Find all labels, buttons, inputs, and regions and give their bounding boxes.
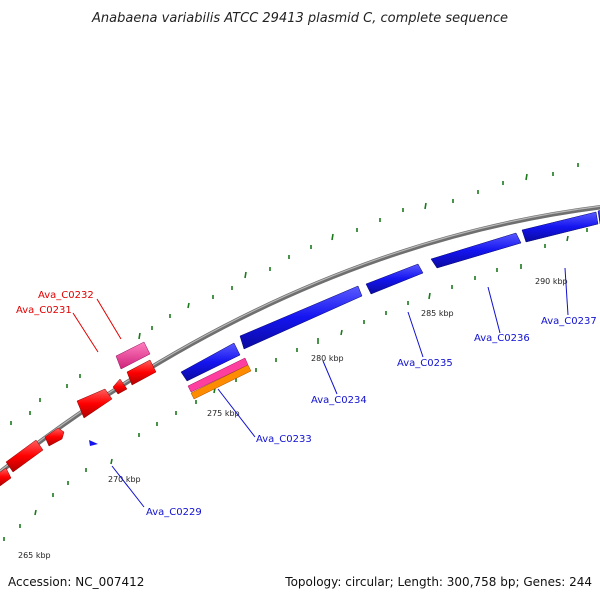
gene-label-ava-c0229: Ava_C0229 xyxy=(146,507,202,518)
scale-label: 285 kbp xyxy=(421,309,454,318)
scale-label: 275 kbp xyxy=(207,409,240,418)
scale-labels: 265 kbp 270 kbp 275 kbp 280 kbp 285 kbp … xyxy=(18,277,568,560)
summary-text: Topology: circular; Length: 300,758 bp; … xyxy=(284,575,592,589)
gene-feature xyxy=(76,388,113,419)
scale-label: 270 kbp xyxy=(108,475,141,484)
plasmid-backbone xyxy=(0,205,600,475)
gene-label-ava-c0233: Ava_C0233 xyxy=(256,434,312,445)
gene-label-ava-c0232: Ava_C0232 xyxy=(38,290,94,301)
gene-feature xyxy=(180,342,241,382)
gene-label-ava-c0235: Ava_C0235 xyxy=(397,358,453,369)
orange-feature xyxy=(190,364,252,400)
gene-feature xyxy=(0,467,12,487)
gene-feature xyxy=(430,232,522,269)
accession-text: Accession: NC_007412 xyxy=(8,575,144,589)
reverse-strand-features xyxy=(0,359,157,487)
gene-label-ava-c0237: Ava_C0237 xyxy=(541,316,597,327)
forward-strand-features xyxy=(180,210,600,382)
gene-feature xyxy=(365,263,424,295)
scale-label: 280 kbp xyxy=(311,354,344,363)
gene-feature-ava-c0232 xyxy=(115,341,151,370)
gene-labels: Ava_C0232 Ava_C0231 Ava_C0229 Ava_C0233 … xyxy=(16,290,597,518)
gene-feature xyxy=(112,378,128,395)
plasmid-backbone-highlight xyxy=(0,205,600,472)
gene-label-ava-c0236: Ava_C0236 xyxy=(474,333,530,344)
gene-label-ava-c0231: Ava_C0231 xyxy=(16,305,72,316)
gene-feature xyxy=(5,439,44,473)
gene-label-ava-c0234: Ava_C0234 xyxy=(311,395,367,406)
scale-label: 290 kbp xyxy=(535,277,568,286)
scale-ticks xyxy=(3,163,588,541)
leader-lines xyxy=(72,267,569,508)
gene-feature xyxy=(44,427,65,447)
small-feature-marker xyxy=(89,440,98,446)
scale-label: 265 kbp xyxy=(18,551,51,560)
gene-feature xyxy=(126,359,157,386)
map-title: Anabaena variabilis ATCC 29413 plasmid C… xyxy=(91,11,508,26)
gene-feature xyxy=(239,285,363,350)
gene-feature xyxy=(521,211,599,243)
